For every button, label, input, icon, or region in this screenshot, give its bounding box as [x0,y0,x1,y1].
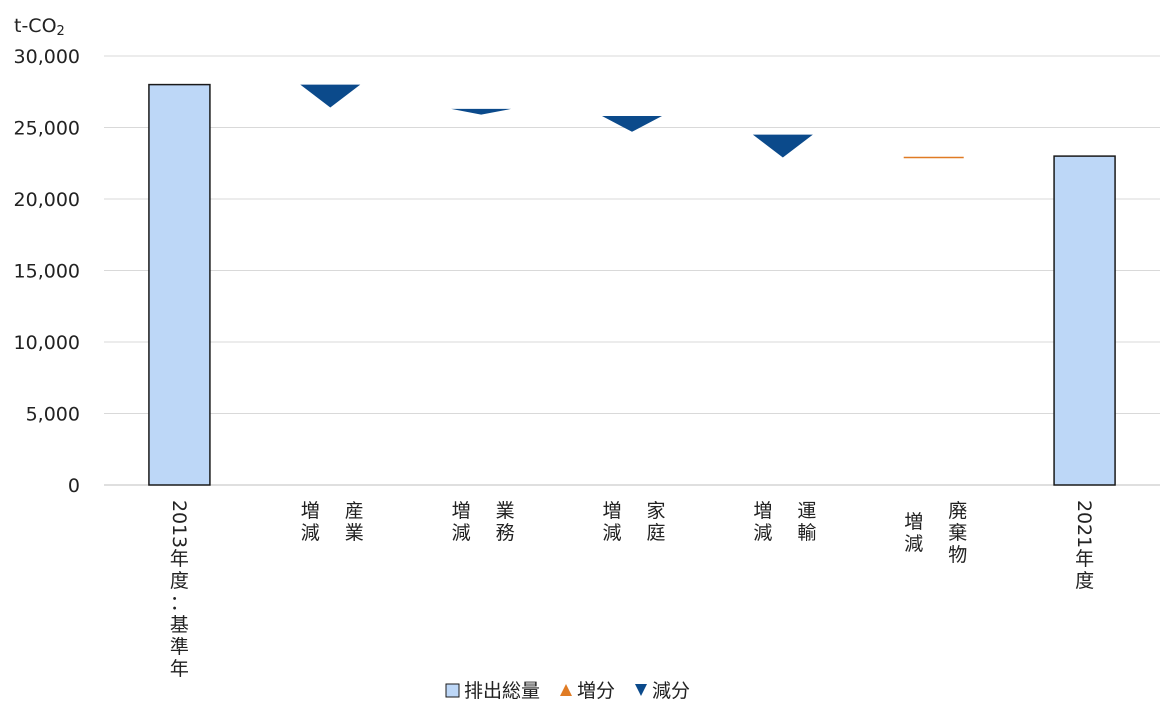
decrease-triangle [602,116,662,132]
y-tick-label: 10,000 [14,332,80,354]
y-tick-label: 30,000 [14,46,80,68]
category-label: 増減 業務 [452,500,515,544]
svg-text:増: 増 [301,500,320,522]
svg-text:度: 度 [170,570,189,592]
legend-marker-total [445,683,460,698]
svg-text:2: 2 [1073,524,1095,536]
y-tick-label: 25,000 [14,118,80,140]
svg-text:1: 1 [1073,536,1095,548]
y-tick-label: 0 [68,475,80,497]
svg-text:家: 家 [646,500,665,522]
svg-text:増: 増 [602,500,621,522]
legend-label: 減分 [652,680,690,702]
svg-text:務: 務 [496,522,515,544]
svg-text:減: 減 [602,522,621,544]
svg-text:：: ： [170,592,189,614]
svg-text:増: 増 [753,500,772,522]
svg-text:減: 減 [904,533,923,555]
svg-text:増: 増 [904,511,923,533]
svg-text:年: 年 [170,548,189,570]
svg-text:廃: 廃 [948,500,967,522]
svg-text:産: 産 [345,500,364,522]
decrease-triangle [752,134,813,158]
legend-marker-increase [560,684,572,696]
svg-text:庭: 庭 [646,522,665,544]
svg-text:減: 減 [753,522,772,544]
svg-text:棄: 棄 [948,522,967,544]
svg-text:業: 業 [496,500,515,522]
svg-text:物: 物 [948,544,967,566]
total-bar [148,83,211,486]
legend-label: 排出総量 [464,680,540,702]
legend-label: 増分 [577,680,615,702]
category-label: 増減 運輸 [753,500,816,544]
svg-text:基: 基 [170,614,189,636]
decrease-triangle [451,108,512,115]
svg-text:運: 運 [797,500,816,522]
svg-text:年: 年 [1075,548,1094,570]
svg-text:0: 0 [1073,512,1095,524]
svg-text:業: 業 [345,522,364,544]
svg-text:年: 年 [170,658,189,680]
category-label: 増減 産業 [301,500,364,544]
y-tick-label: 5,000 [26,404,80,426]
svg-text:2: 2 [168,500,190,512]
svg-text:3: 3 [168,536,190,548]
svg-text:1: 1 [168,524,190,536]
y-tick-label: 15,000 [14,261,80,283]
svg-text:度: 度 [1075,570,1094,592]
category-label: 増減 廃棄物 [904,500,967,566]
total-bar [1053,155,1116,486]
svg-text:準: 準 [170,636,189,658]
decrease-triangle [300,84,361,108]
y-tick-label: 20,000 [14,189,80,211]
svg-text:減: 減 [452,522,471,544]
svg-text:増: 増 [452,500,471,522]
svg-text:輸: 輸 [797,522,816,544]
category-label: 増減 家庭 [602,500,665,544]
legend-marker-decrease [635,684,647,696]
svg-text:0: 0 [168,512,190,524]
svg-text:2: 2 [1073,500,1095,512]
y-unit-label: t-CO2 [14,15,65,39]
svg-text:減: 減 [301,522,320,544]
